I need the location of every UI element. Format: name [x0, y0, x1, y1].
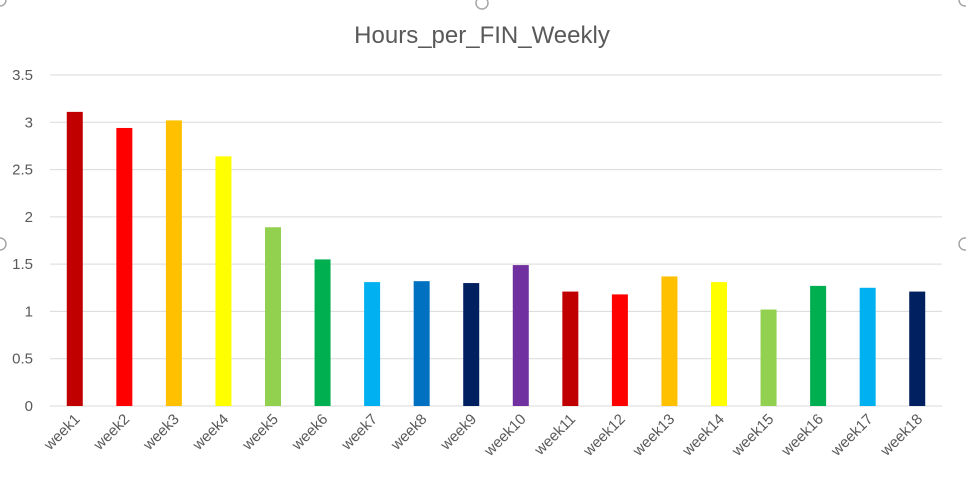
- bar-week9: [463, 283, 480, 406]
- resize-handle-top-left[interactable]: [0, 0, 7, 7]
- bars: [66, 111, 926, 407]
- resize-handle-middle-left[interactable]: [0, 237, 7, 251]
- bar-week18: [909, 291, 926, 406]
- x-tick-label: week14: [679, 411, 728, 460]
- bar-week1: [66, 111, 83, 406]
- y-tick-label: 0: [25, 398, 33, 415]
- x-tick-label: week13: [629, 411, 678, 460]
- bar-week6: [314, 259, 331, 406]
- bar-week11: [562, 291, 579, 406]
- y-tick-label: 2.5: [12, 162, 33, 179]
- x-tick-label: week12: [579, 411, 628, 460]
- bar-week10: [512, 265, 529, 406]
- bar-week16: [810, 285, 827, 406]
- x-tick-label: week8: [387, 411, 430, 454]
- x-tick-label: week1: [40, 411, 83, 454]
- x-tick-label: week10: [480, 411, 529, 460]
- x-tick-label: week11: [531, 411, 580, 460]
- bar-week3: [165, 120, 182, 406]
- x-tick-label: week5: [238, 411, 281, 454]
- bar-week5: [265, 227, 281, 406]
- y-tick-label: 3.5: [12, 67, 33, 84]
- resize-handle-middle-right[interactable]: [958, 237, 966, 251]
- x-axis-tick-labels: week1 week2 week3 week4 week5 week6 week7 week8…: [40, 411, 926, 460]
- bar-week15: [760, 309, 777, 406]
- y-tick-label: 3: [25, 114, 33, 131]
- y-tick-label: 0.5: [12, 351, 33, 368]
- y-tick-label: 2: [25, 209, 33, 226]
- y-tick-label: 1: [25, 303, 33, 320]
- bar-week12: [611, 294, 628, 406]
- gridlines: [50, 74, 942, 407]
- x-tick-label: week15: [728, 411, 777, 460]
- y-axis-tick-labels: 0 0.5 1 1.5 2 2.5 3 3.5: [12, 67, 33, 415]
- bar-week2: [116, 127, 133, 407]
- x-tick-label: week9: [437, 411, 480, 454]
- x-tick-label: week18: [877, 411, 926, 460]
- x-tick-label: week3: [139, 411, 182, 454]
- resize-handle-top-middle[interactable]: [475, 0, 489, 10]
- y-tick-label: 1.5: [12, 256, 33, 273]
- x-tick-label: week17: [827, 411, 876, 460]
- x-tick-label: week7: [338, 411, 381, 454]
- bar-week14: [711, 282, 727, 406]
- bar-week8: [413, 281, 430, 406]
- resize-handle-top-right[interactable]: [958, 0, 966, 7]
- selection-handles[interactable]: [0, 0, 966, 251]
- x-tick-label: week4: [189, 411, 232, 454]
- x-tick-label: week16: [778, 411, 827, 460]
- bar-week17: [859, 287, 876, 406]
- chart-title: Hours_per_FIN_Weekly: [354, 22, 610, 49]
- bar-week4: [215, 156, 232, 406]
- x-tick-label: week2: [90, 411, 133, 454]
- bar-week7: [364, 282, 381, 406]
- bar-week13: [661, 276, 678, 406]
- x-tick-label: week6: [288, 411, 331, 454]
